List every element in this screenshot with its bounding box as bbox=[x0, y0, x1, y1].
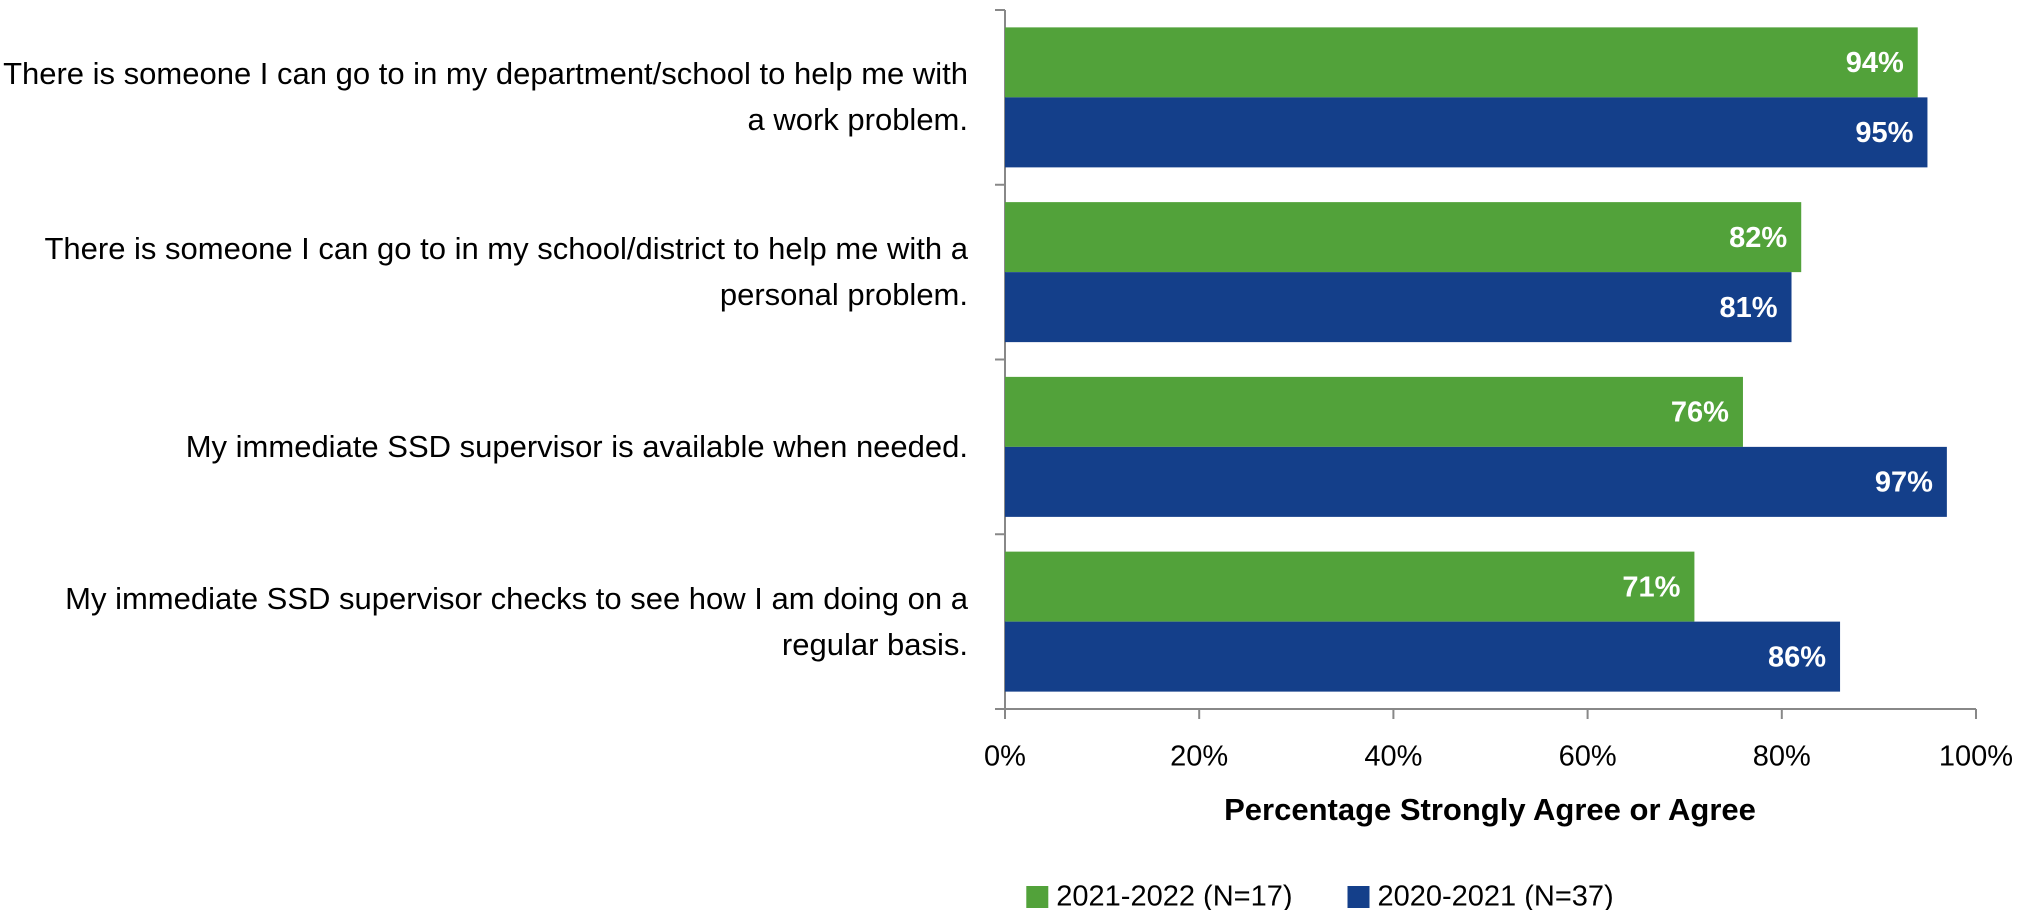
bar bbox=[1005, 376, 1743, 447]
category-label: My immediate SSD supervisor checks to se… bbox=[0, 534, 968, 709]
value-label: 86% bbox=[1768, 641, 1826, 673]
category-text: My immediate SSD supervisor is available… bbox=[185, 428, 968, 464]
x-tick-label: 40% bbox=[1364, 741, 1422, 773]
x-tick-label: 20% bbox=[1170, 741, 1228, 773]
value-label: 71% bbox=[1622, 571, 1680, 603]
value-label: 95% bbox=[1855, 117, 1913, 149]
value-label: 82% bbox=[1729, 222, 1787, 254]
x-tick-label: 80% bbox=[1753, 741, 1811, 773]
legend-label: 2021-2022 (N=17) bbox=[1056, 881, 1292, 910]
x-tick-label: 60% bbox=[1559, 741, 1617, 773]
x-tick-label: 0% bbox=[984, 741, 1026, 773]
bar bbox=[1005, 27, 1918, 98]
bar bbox=[1005, 202, 1802, 273]
x-tick-label: 100% bbox=[1939, 741, 2013, 773]
value-label: 76% bbox=[1671, 397, 1729, 429]
category-text: My immediate SSD supervisor checks to se… bbox=[65, 580, 968, 662]
bar bbox=[1005, 621, 1841, 692]
category-label: My immediate SSD supervisor is available… bbox=[0, 360, 968, 535]
value-label: 81% bbox=[1719, 292, 1777, 324]
category-label: There is someone I can go to in my schoo… bbox=[0, 185, 968, 360]
legend-swatch bbox=[1026, 886, 1049, 908]
bar bbox=[1005, 97, 1928, 168]
bar bbox=[1005, 551, 1695, 622]
x-axis-title: Percentage Strongly Agree or Agree bbox=[1224, 792, 1756, 827]
bar bbox=[1005, 446, 1947, 517]
legend-label: 2020-2021 (N=37) bbox=[1378, 881, 1614, 910]
legend-swatch bbox=[1347, 886, 1370, 908]
category-text: There is someone I can go to in my depar… bbox=[3, 56, 968, 138]
value-label: 97% bbox=[1875, 467, 1933, 499]
value-label: 94% bbox=[1846, 47, 1904, 79]
bar bbox=[1005, 272, 1792, 343]
category-label: There is someone I can go to in my depar… bbox=[0, 10, 968, 185]
category-text: There is someone I can go to in my schoo… bbox=[44, 231, 968, 313]
